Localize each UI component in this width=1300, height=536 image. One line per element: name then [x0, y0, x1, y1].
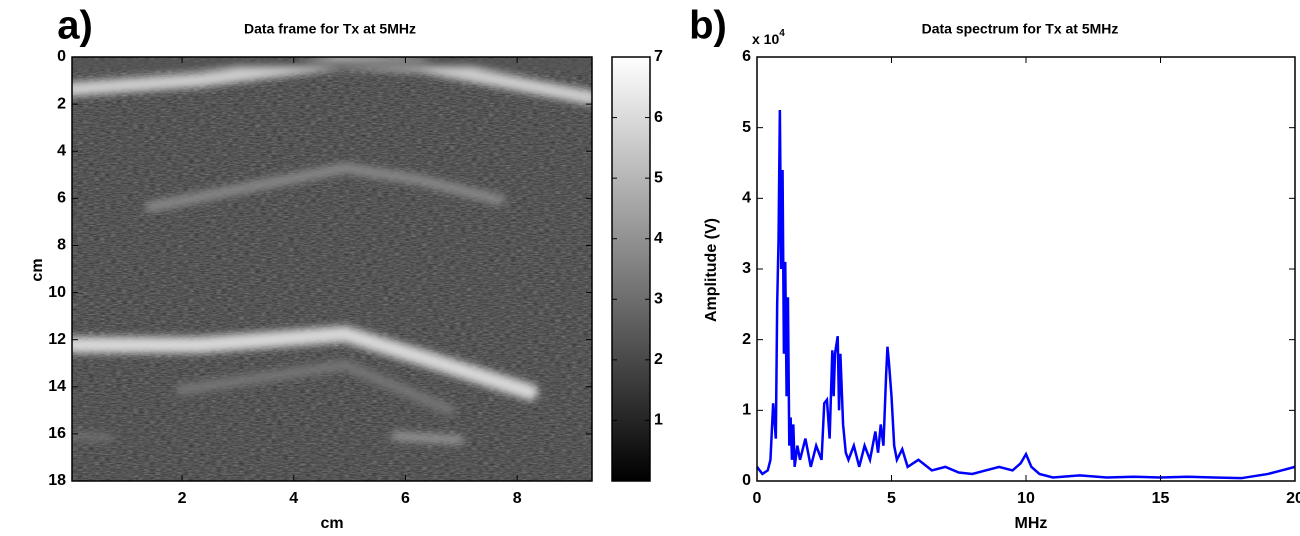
y-tick-label: 6 [57, 190, 66, 207]
x-axis-label: cm [320, 515, 343, 532]
colorbar-tick-label: 2 [654, 351, 663, 368]
x-tick-label: 10 [1017, 490, 1035, 507]
x-tick-label: 5 [887, 490, 896, 507]
y-tick-label: 3 [742, 260, 751, 277]
y-tick-label: 1 [742, 402, 751, 419]
y-tick-label: 5 [742, 119, 751, 136]
y-axis-label: cm [29, 258, 46, 281]
colorbar [611, 56, 651, 482]
panel-label: a) [57, 4, 93, 48]
ultrasound-image [72, 57, 592, 481]
y-tick-label: 2 [742, 331, 751, 348]
colorbar-tick-label: 4 [654, 230, 663, 247]
multiplier-base: x 10 [752, 31, 779, 47]
y-multiplier: x 104 [752, 28, 785, 47]
y-tick-label: 0 [57, 48, 66, 65]
colorbar-tick-label: 7 [654, 48, 663, 65]
x-tick-label: 2 [178, 490, 187, 507]
y-tick-label: 0 [742, 472, 751, 489]
x-tick-label: 20 [1286, 490, 1300, 507]
y-tick-label: 2 [57, 95, 66, 112]
multiplier-exponent: 4 [779, 28, 785, 39]
y-axis-label: Amplitude (V) [703, 218, 720, 322]
panel-label: b) [689, 4, 727, 48]
axes-box [756, 56, 1296, 482]
colorbar-tick-label: 3 [654, 291, 663, 308]
x-tick-label: 8 [513, 490, 522, 507]
y-tick-label: 14 [48, 378, 66, 395]
x-tick-label: 4 [289, 490, 298, 507]
y-tick-label: 4 [742, 190, 751, 207]
spectrum-line [756, 109, 1296, 480]
colorbar-tick-label: 1 [654, 412, 663, 429]
chart-title: Data frame for Tx at 5MHz [244, 21, 416, 37]
y-tick-label: 18 [48, 472, 66, 489]
y-tick-label: 8 [57, 237, 66, 254]
colorbar-tick-label: 5 [654, 169, 663, 186]
y-tick-label: 16 [48, 425, 66, 442]
x-axis-label: MHz [1015, 515, 1048, 532]
x-tick-label: 6 [401, 490, 410, 507]
y-tick-label: 12 [48, 331, 66, 348]
axes-box [71, 56, 593, 482]
y-tick-label: 4 [57, 142, 66, 159]
x-tick-label: 0 [753, 490, 762, 507]
colorbar-tick-label: 6 [654, 109, 663, 126]
y-tick-label: 10 [48, 284, 66, 301]
y-tick-label: 6 [742, 48, 751, 65]
x-tick-label: 15 [1152, 490, 1170, 507]
chart-title: Data spectrum for Tx at 5MHz [922, 21, 1119, 37]
